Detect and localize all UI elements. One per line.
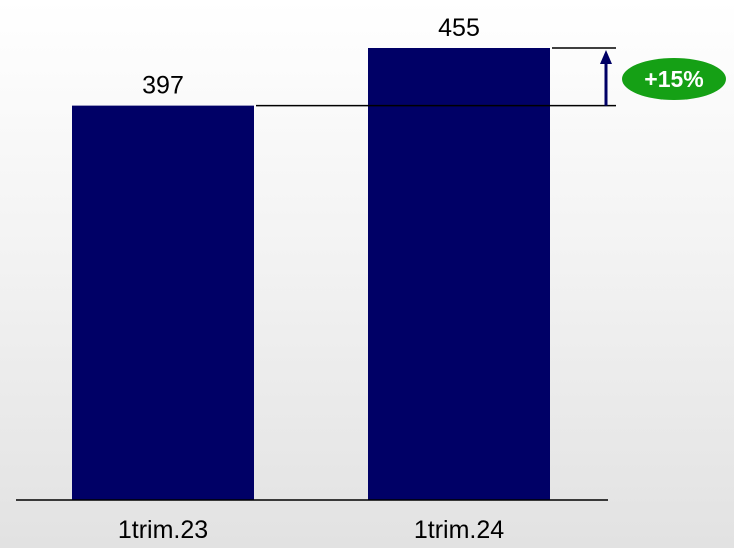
data-label-1trim.23: 397 [142, 72, 184, 100]
bar-1trim.24 [368, 48, 550, 500]
growth-arrow-icon [600, 50, 612, 64]
data-label-1trim.24: 455 [438, 14, 480, 42]
tick-label-1trim.23: 1trim.23 [118, 516, 208, 544]
growth-badge [622, 58, 726, 100]
x-tick-labels: 1trim.23 1trim.24 [118, 516, 504, 544]
growth-badge-label: +15% [644, 66, 703, 92]
growth-annotation: +15% [256, 47, 726, 107]
bars-layer [72, 48, 550, 500]
bar-1trim.23 [72, 105, 254, 500]
tick-label-1trim.24: 1trim.24 [414, 516, 504, 544]
data-labels-layer: 397 455 [142, 14, 480, 100]
